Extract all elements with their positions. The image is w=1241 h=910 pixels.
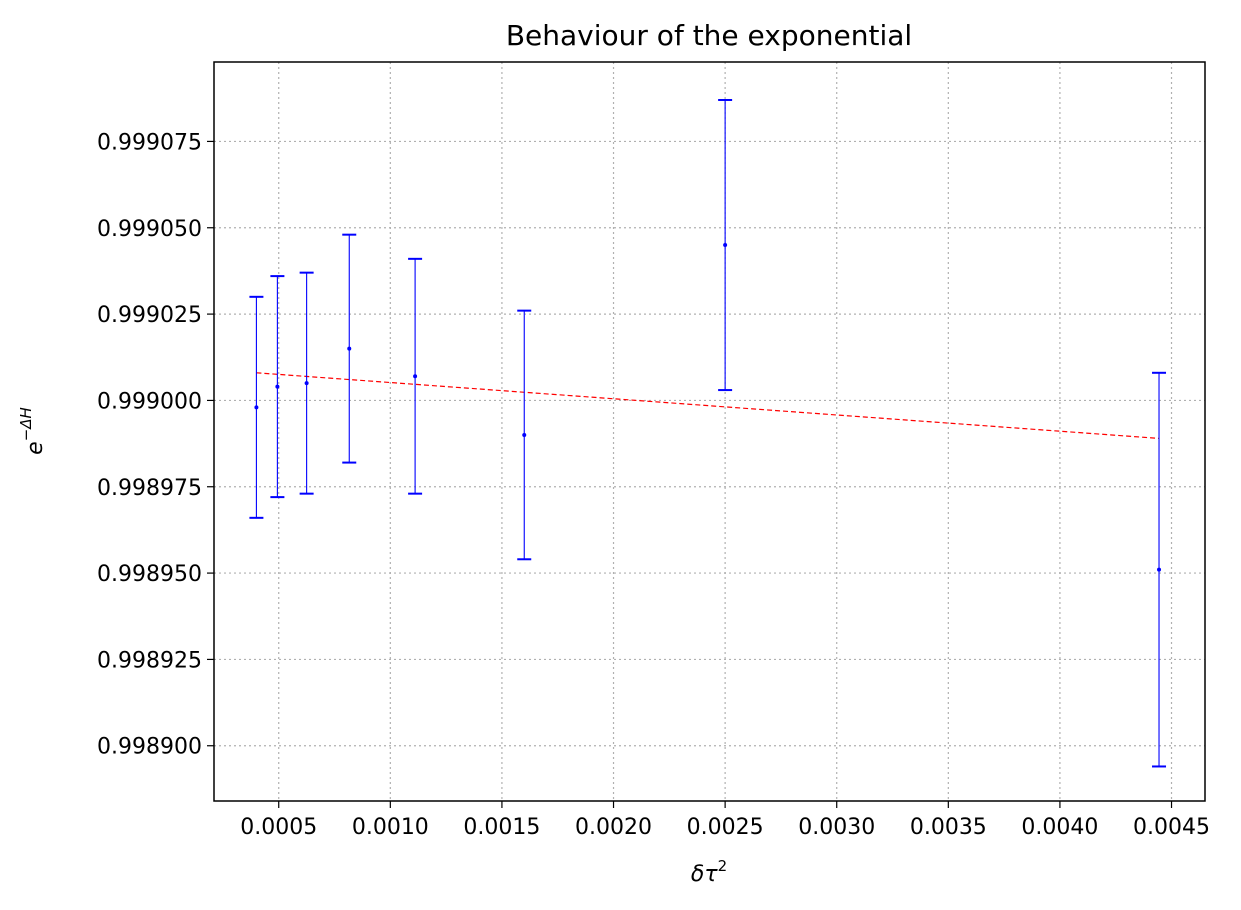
y-tick-label: 0.999000	[97, 389, 202, 414]
data-point	[522, 432, 527, 437]
errorbar-point	[408, 257, 423, 495]
x-tick-label: 0.0005	[240, 815, 317, 840]
x-tick-label: 0.0010	[352, 815, 429, 840]
x-tick-label: 0.0015	[463, 815, 540, 840]
y-tick-label: 0.998975	[97, 476, 202, 501]
y-axis-label: e−ΔH	[17, 407, 48, 455]
fit-line	[256, 372, 1160, 440]
errorbar-point	[517, 309, 532, 561]
data-point	[413, 374, 418, 379]
x-tick-label: 0.0030	[798, 815, 875, 840]
x-axis-ticks: 0.0005 0.0010 0.0015 0.0020 0.0025 0.0030 0.00…	[240, 801, 1210, 840]
chart-title: Behaviour of the exponential	[506, 19, 912, 52]
x-tick-label: 0.0045	[1133, 815, 1210, 840]
errorbar-point	[299, 271, 314, 495]
errorbar-point	[718, 98, 733, 392]
x-axis-label-base: δτ	[691, 862, 718, 887]
grid	[214, 62, 1205, 801]
x-tick-label: 0.0025	[687, 815, 764, 840]
y-tick-label: 0.999025	[97, 303, 202, 328]
y-tick-label: 0.999075	[97, 130, 202, 155]
plot-frame	[213, 61, 1206, 802]
x-tick-label: 0.0020	[575, 815, 652, 840]
y-axis-ticks: 0.998900 0.998925 0.998950 0.998975 0.999000…	[97, 130, 214, 760]
y-axis-label-sup: −ΔH	[17, 407, 35, 441]
data-point	[304, 381, 309, 386]
x-axis-label-sup: 2	[718, 857, 728, 875]
y-tick-label: 0.998925	[97, 648, 202, 673]
data-point	[275, 384, 280, 389]
errorbar-point	[270, 275, 285, 499]
data-point	[347, 346, 352, 351]
y-tick-label: 0.998900	[97, 735, 202, 760]
x-tick-label: 0.0040	[1021, 815, 1098, 840]
errorbar-point	[1152, 371, 1167, 768]
data-point	[1157, 567, 1162, 572]
errorbar-point	[342, 233, 357, 464]
errorbar-layer	[249, 98, 1167, 768]
x-axis-label: δτ2	[691, 857, 727, 887]
y-axis-label-base: e	[23, 441, 48, 455]
data-point	[723, 243, 728, 248]
y-tick-label: 0.999050	[97, 217, 202, 242]
y-tick-label: 0.998950	[97, 562, 202, 587]
x-tick-label: 0.0035	[910, 815, 987, 840]
data-point	[254, 405, 259, 410]
errorbar-point	[249, 295, 264, 519]
fit-line-layer	[256, 372, 1160, 440]
